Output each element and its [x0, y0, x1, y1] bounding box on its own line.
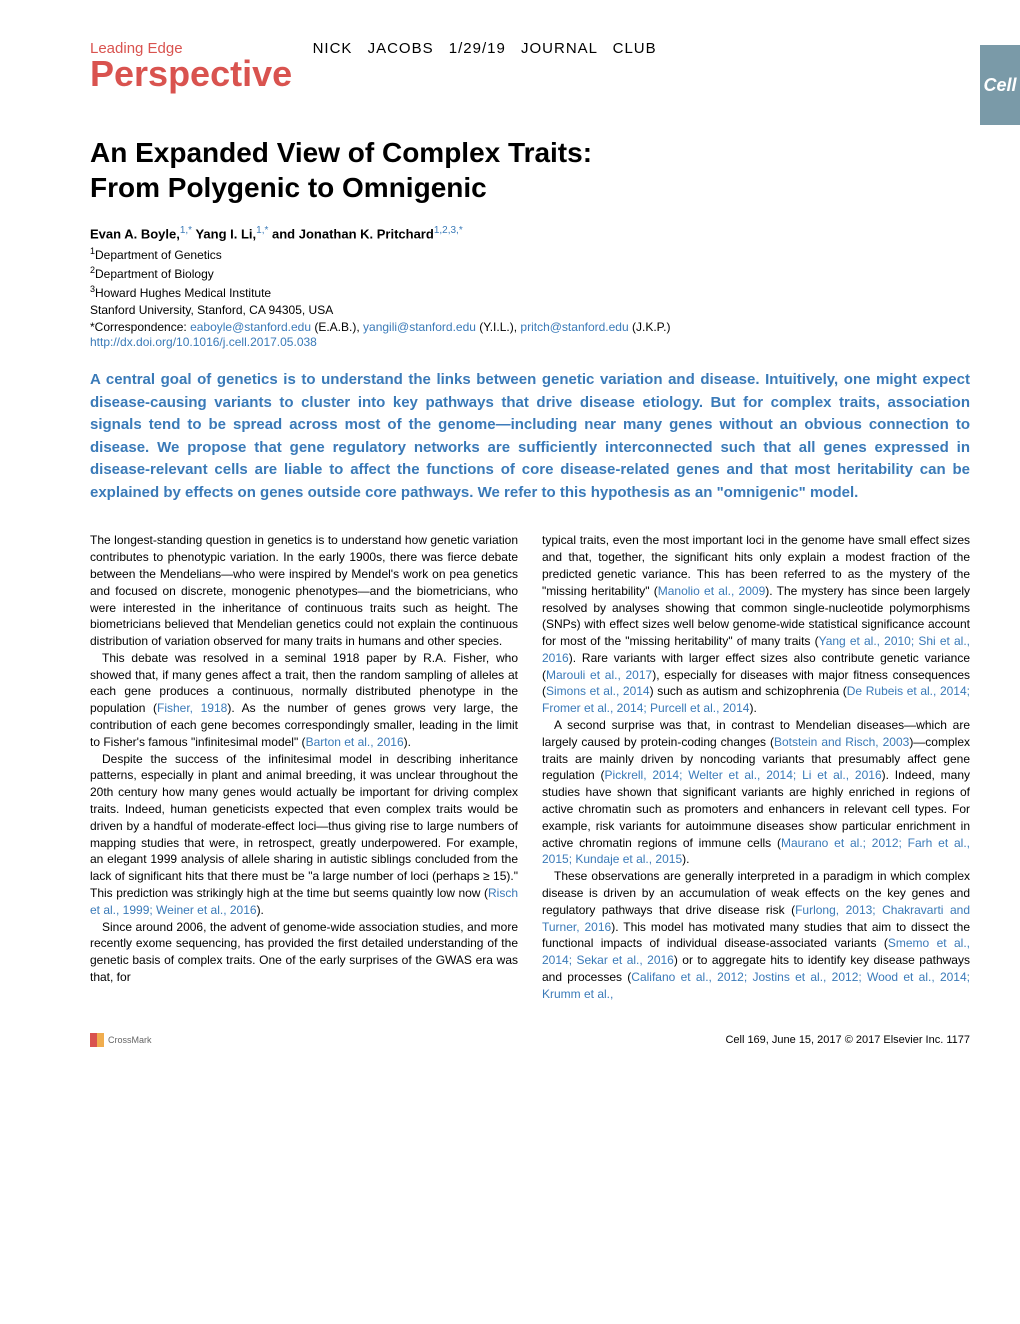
ref-link[interactable]: Simons et al., 2014: [546, 684, 650, 698]
page-footer: CrossMark Cell 169, June 15, 2017 © 2017…: [90, 1033, 970, 1047]
corr-email-2[interactable]: yangili@stanford.edu: [363, 320, 476, 334]
author-2: Yang I. Li,: [195, 226, 256, 241]
author-2-sup: 1,*: [256, 225, 268, 236]
corr-label: *Correspondence:: [90, 320, 190, 334]
crossmark-label: CrossMark: [108, 1035, 152, 1045]
author-3-sup: 1,2,3,*: [434, 225, 463, 236]
affil-2: Department of Biology: [95, 267, 214, 281]
doi-link[interactable]: http://dx.doi.org/10.1016/j.cell.2017.05…: [90, 335, 970, 349]
affil-4: Stanford University, Stanford, CA 94305,…: [90, 303, 333, 317]
affil-3: Howard Hughes Medical Institute: [95, 286, 271, 300]
col2-p1: typical traits, even the most important …: [542, 532, 970, 717]
page-container: Leading Edge NICK JACOBS 1/29/19 JOURNAL…: [0, 0, 1020, 1077]
col1-p1: The longest-standing question in genetic…: [90, 532, 518, 650]
col1-p4: Since around 2006, the advent of genome-…: [90, 919, 518, 986]
corr-n2: (Y.I.L.),: [476, 320, 520, 334]
title-line-2: From Polygenic to Omnigenic: [90, 172, 487, 203]
col2-p3: These observations are generally interpr…: [542, 868, 970, 1002]
header-annotation: NICK JACOBS 1/29/19 JOURNAL CLUB: [313, 40, 657, 57]
corr-email-1[interactable]: eaboyle@stanford.edu: [190, 320, 311, 334]
ref-link[interactable]: Barton et al., 2016: [306, 735, 404, 749]
ref-link[interactable]: Fisher, 1918: [157, 701, 227, 715]
corr-n1: (E.A.B.),: [311, 320, 363, 334]
abstract: A central goal of genetics is to underst…: [90, 369, 970, 504]
crossmark-icon: [90, 1033, 104, 1047]
citation-footer: Cell 169, June 15, 2017 © 2017 Elsevier …: [725, 1034, 970, 1046]
author-list: Evan A. Boyle,1,* Yang I. Li,1,* and Jon…: [90, 225, 970, 241]
col2-p2: A second surprise was that, in contrast …: [542, 717, 970, 868]
col1-p3: Despite the success of the infinitesimal…: [90, 751, 518, 919]
ref-link[interactable]: Botstein and Risch, 2003: [774, 735, 909, 749]
affil-1: Department of Genetics: [95, 248, 222, 262]
section-type: Perspective: [90, 53, 970, 95]
affiliation: 1Department of Genetics 2Department of B…: [90, 245, 970, 318]
column-left: The longest-standing question in genetic…: [90, 532, 518, 1002]
title-line-1: An Expanded View of Complex Traits:: [90, 137, 592, 168]
ref-link[interactable]: Manolio et al., 2009: [658, 584, 766, 598]
col1-p2: This debate was resolved in a seminal 19…: [90, 650, 518, 751]
author-3: and Jonathan K. Pritchard: [272, 226, 434, 241]
ref-link[interactable]: Pickrell, 2014; Welter et al., 2014; Li …: [605, 768, 882, 782]
author-1: Evan A. Boyle,: [90, 226, 180, 241]
article-title: An Expanded View of Complex Traits: From…: [90, 135, 970, 205]
correspondence: *Correspondence: eaboyle@stanford.edu (E…: [90, 319, 970, 336]
crossmark-badge[interactable]: CrossMark: [90, 1033, 152, 1047]
ref-link[interactable]: Marouli et al., 2017: [546, 668, 652, 682]
author-1-sup: 1,*: [180, 225, 192, 236]
column-right: typical traits, even the most important …: [542, 532, 970, 1002]
corr-email-3[interactable]: pritch@stanford.edu: [520, 320, 628, 334]
body-columns: The longest-standing question in genetic…: [90, 532, 970, 1002]
corr-n3: (J.K.P.): [629, 320, 671, 334]
